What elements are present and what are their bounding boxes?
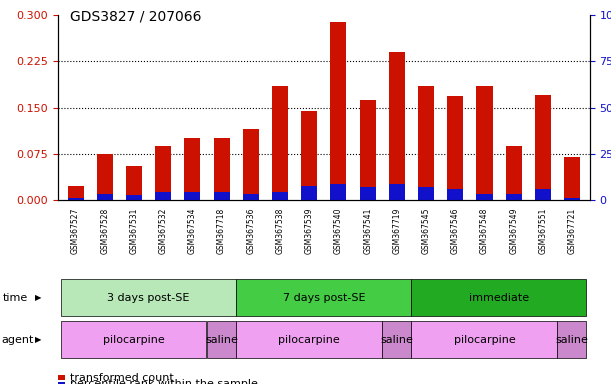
Text: saline: saline <box>205 335 238 345</box>
Bar <box>411 321 557 358</box>
Text: GSM367546: GSM367546 <box>451 207 459 254</box>
Bar <box>411 279 586 316</box>
Bar <box>126 166 142 200</box>
Bar <box>447 96 463 200</box>
Text: pilocarpine: pilocarpine <box>103 335 165 345</box>
Bar <box>185 138 200 200</box>
Text: GSM367549: GSM367549 <box>509 207 518 254</box>
Bar <box>97 194 113 200</box>
Bar <box>418 187 434 200</box>
Bar <box>557 321 586 358</box>
Bar <box>97 154 113 200</box>
Bar <box>564 157 580 200</box>
Bar <box>389 184 405 200</box>
Text: GDS3827 / 207066: GDS3827 / 207066 <box>70 10 202 23</box>
Text: saline: saline <box>555 335 588 345</box>
Text: GSM367721: GSM367721 <box>568 207 577 253</box>
Bar <box>535 95 551 200</box>
Bar <box>272 86 288 200</box>
Text: GSM367718: GSM367718 <box>217 207 226 253</box>
Text: percentile rank within the sample: percentile rank within the sample <box>70 379 258 384</box>
Text: GSM367534: GSM367534 <box>188 207 197 254</box>
Bar <box>68 186 84 200</box>
Text: GSM367540: GSM367540 <box>334 207 343 254</box>
Bar <box>236 321 382 358</box>
Text: 7 days post-SE: 7 days post-SE <box>282 293 365 303</box>
Text: immediate: immediate <box>469 293 529 303</box>
Bar <box>61 279 236 316</box>
Bar <box>301 186 317 200</box>
Bar <box>272 192 288 200</box>
Text: ▶: ▶ <box>35 335 42 344</box>
Bar <box>155 146 171 200</box>
Text: agent: agent <box>1 335 34 345</box>
Bar <box>331 22 346 200</box>
Bar <box>61 321 207 358</box>
Bar <box>360 99 376 200</box>
Bar <box>243 194 259 200</box>
Text: GSM367545: GSM367545 <box>422 207 431 254</box>
Bar <box>236 279 411 316</box>
Bar <box>360 187 376 200</box>
Bar <box>301 111 317 200</box>
Text: ▶: ▶ <box>35 293 42 302</box>
Bar <box>382 321 411 358</box>
Bar <box>506 194 522 200</box>
Bar <box>564 198 580 200</box>
Text: GSM367532: GSM367532 <box>159 207 167 254</box>
Bar <box>535 189 551 200</box>
Bar <box>506 146 522 200</box>
Text: GSM367531: GSM367531 <box>130 207 139 254</box>
Bar <box>207 321 236 358</box>
Bar <box>477 194 492 200</box>
Text: GSM367536: GSM367536 <box>246 207 255 254</box>
Text: saline: saline <box>381 335 413 345</box>
Bar <box>214 192 230 200</box>
Bar <box>389 52 405 200</box>
Text: 3 days post-SE: 3 days post-SE <box>108 293 190 303</box>
Bar <box>214 138 230 200</box>
Text: time: time <box>3 293 28 303</box>
Bar <box>155 192 171 200</box>
Text: pilocarpine: pilocarpine <box>453 335 515 345</box>
Text: GSM367528: GSM367528 <box>100 207 109 253</box>
Bar <box>447 189 463 200</box>
Text: GSM367548: GSM367548 <box>480 207 489 254</box>
Text: pilocarpine: pilocarpine <box>279 335 340 345</box>
Text: transformed count: transformed count <box>70 372 174 382</box>
Bar <box>185 192 200 200</box>
Text: GSM367719: GSM367719 <box>392 207 401 254</box>
Bar <box>68 198 84 200</box>
Text: GSM367527: GSM367527 <box>71 207 80 254</box>
Bar <box>126 195 142 200</box>
Text: GSM367541: GSM367541 <box>363 207 372 254</box>
Bar <box>243 129 259 200</box>
Text: GSM367551: GSM367551 <box>538 207 547 254</box>
Bar <box>331 184 346 200</box>
Bar <box>477 86 492 200</box>
Bar <box>418 86 434 200</box>
Text: GSM367539: GSM367539 <box>305 207 313 254</box>
Text: GSM367538: GSM367538 <box>276 207 285 254</box>
